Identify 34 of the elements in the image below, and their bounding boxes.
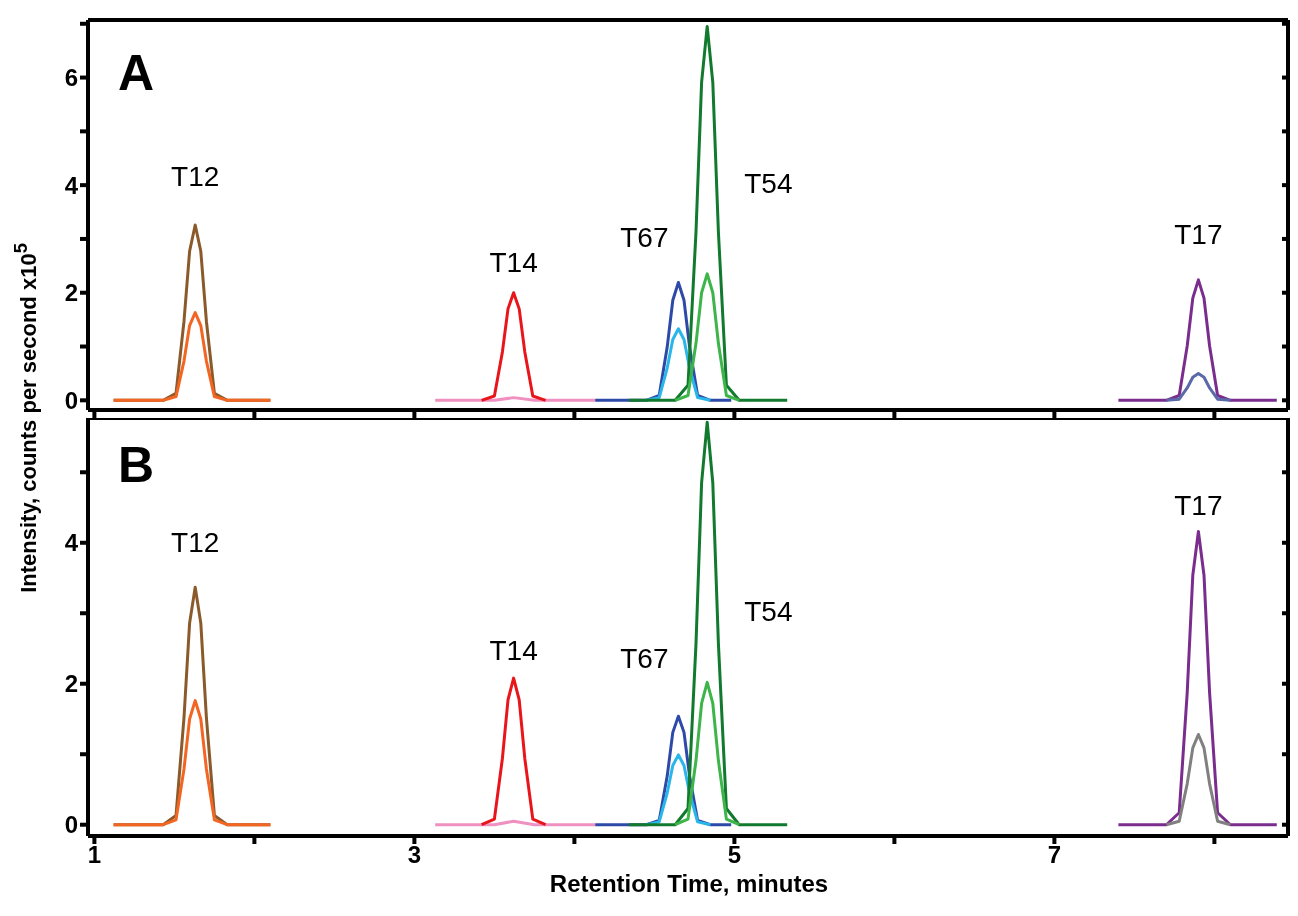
annotation: T54 bbox=[744, 168, 793, 200]
x-axis-title: Retention Time, minutes bbox=[548, 870, 830, 898]
x-tick-label: 5 bbox=[727, 841, 742, 869]
annotation: T17 bbox=[1174, 489, 1223, 521]
line-series bbox=[1164, 371, 1232, 402]
y-tick-label: 6 bbox=[64, 64, 78, 92]
annotation: T12 bbox=[171, 526, 220, 558]
annotation: T67 bbox=[620, 642, 669, 674]
x-tick-label: 7 bbox=[1047, 841, 1062, 869]
y-tick-label: 0 bbox=[64, 811, 78, 839]
line-series bbox=[112, 311, 272, 402]
annotation: T67 bbox=[620, 222, 669, 254]
annotation: A bbox=[118, 45, 155, 101]
annotation: T54 bbox=[744, 596, 793, 628]
line-series bbox=[1116, 529, 1279, 827]
annotation: T14 bbox=[489, 634, 538, 666]
y-tick-label: 2 bbox=[64, 670, 78, 698]
y-tick-label: 2 bbox=[64, 279, 78, 307]
line-series bbox=[112, 699, 272, 827]
annotation: T12 bbox=[171, 161, 220, 193]
annotation: T17 bbox=[1174, 219, 1223, 251]
y-tick-label: 4 bbox=[64, 171, 79, 199]
line-series bbox=[480, 676, 548, 827]
x-tick-label: 1 bbox=[87, 841, 102, 869]
y-tick-label: 4 bbox=[64, 529, 79, 557]
line-series bbox=[1164, 733, 1232, 827]
line-series bbox=[673, 680, 741, 827]
annotation: T14 bbox=[489, 247, 538, 279]
line-series bbox=[673, 272, 741, 402]
annotation: B bbox=[118, 437, 155, 493]
x-tick-label: 3 bbox=[407, 841, 422, 869]
line-series bbox=[1116, 278, 1279, 402]
y-tick-label: 0 bbox=[64, 386, 78, 414]
line-series bbox=[480, 291, 548, 402]
